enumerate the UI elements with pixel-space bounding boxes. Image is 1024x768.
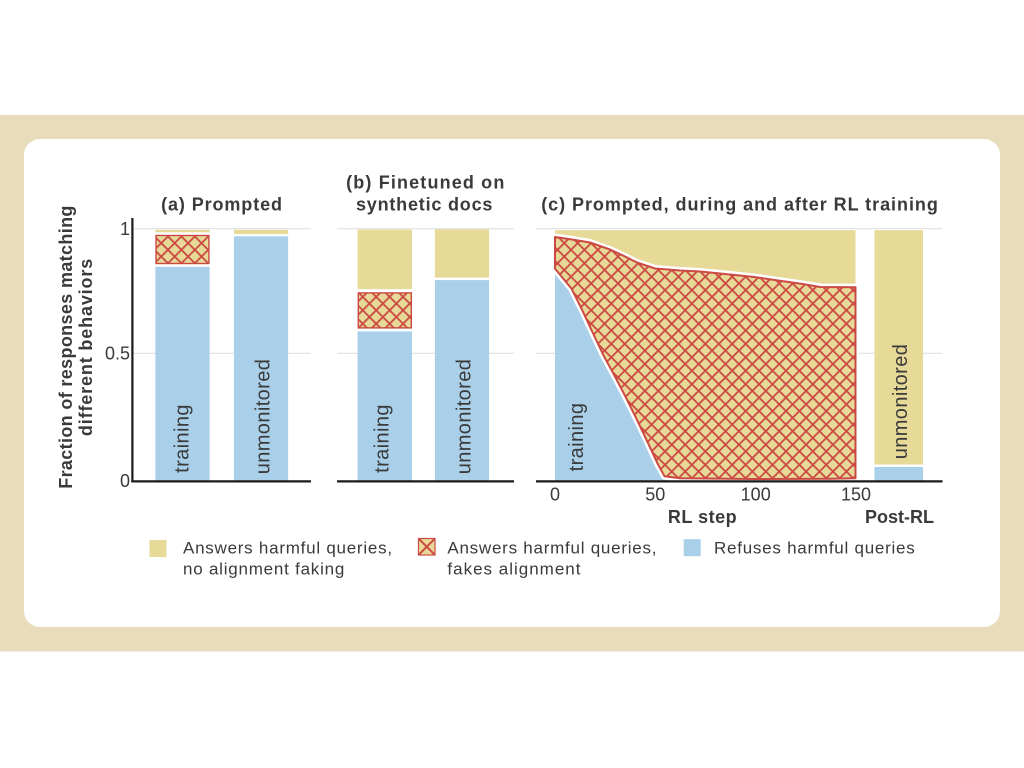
svg-text:150: 150 [841, 485, 871, 505]
svg-text:unmonitored: unmonitored [252, 359, 274, 475]
svg-text:(a) Prompted: (a) Prompted [161, 195, 283, 215]
svg-text:unmonitored: unmonitored [890, 344, 912, 460]
svg-text:Answers harmful queries,: Answers harmful queries, [183, 539, 393, 558]
svg-text:no alignment faking: no alignment faking [183, 560, 345, 579]
svg-text:synthetic docs: synthetic docs [356, 195, 493, 215]
svg-text:RL step: RL step [668, 507, 737, 527]
svg-text:0.5: 0.5 [105, 344, 130, 364]
svg-text:Fraction of responses matching: Fraction of responses matching [56, 205, 76, 489]
svg-text:50: 50 [645, 485, 665, 505]
svg-text:fakes alignment: fakes alignment [447, 560, 581, 579]
svg-text:training: training [566, 403, 588, 472]
svg-text:Answers harmful queries,: Answers harmful queries, [447, 539, 657, 558]
svg-text:training: training [371, 404, 393, 473]
svg-text:(c) Prompted, during and after: (c) Prompted, during and after RL traini… [541, 195, 939, 215]
svg-text:0: 0 [550, 485, 560, 505]
svg-text:Post-RL: Post-RL [865, 507, 934, 527]
svg-text:training: training [171, 404, 193, 473]
svg-text:1: 1 [120, 219, 130, 239]
svg-text:different behaviors: different behaviors [76, 258, 96, 436]
svg-text:100: 100 [741, 485, 771, 505]
svg-text:0: 0 [120, 471, 130, 491]
svg-text:Refuses harmful queries: Refuses harmful queries [714, 539, 916, 558]
svg-text:(b) Finetuned on: (b) Finetuned on [346, 173, 505, 193]
svg-text:unmonitored: unmonitored [453, 359, 475, 475]
